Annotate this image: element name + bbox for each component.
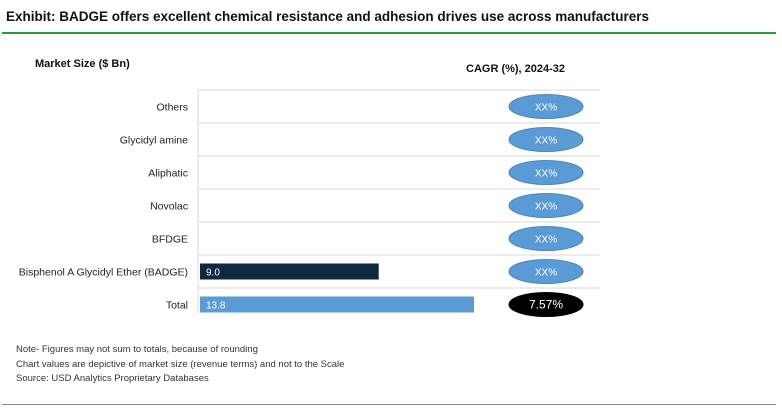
cagr-value-glycidyl-amine: XX%	[535, 136, 557, 147]
cagr-value-novolac: XX%	[535, 202, 557, 213]
category-label-bfdge: BFDGE	[152, 234, 188, 246]
note-source: Source: USD Analytics Proprietary Databa…	[16, 373, 209, 384]
category-label-others: Others	[156, 102, 188, 114]
note-rounding: Note- Figures may not sum to totals, bec…	[16, 344, 258, 355]
cagr-value-bfdge: XX%	[535, 235, 557, 246]
cagr-value-bisphenol-a-glycidyl-ether-badge: XX%	[535, 268, 557, 279]
cagr-pill-aliphatic	[508, 160, 584, 185]
category-label-bisphenol-a-glycidyl-ether-badge: Bisphenol A Glycidyl Ether (BADGE)	[19, 267, 188, 279]
cagr-pill-others	[508, 94, 584, 119]
bottom-rule	[2, 404, 776, 405]
note-scale: Chart values are depictive of market siz…	[16, 358, 345, 370]
market-size-header: Market Size ($ Bn)	[35, 58, 130, 70]
bar-value-total: 13.8	[206, 301, 226, 312]
cagr-pill-bisphenol-a-glycidyl-ether-badge	[508, 259, 584, 284]
chart-title: Exhibit: BADGE offers excellent chemical…	[6, 9, 649, 24]
category-label-novolac: Novolac	[150, 201, 188, 213]
cagr-pill-novolac	[508, 193, 584, 218]
cagr-header: CAGR (%), 2024-32	[466, 63, 566, 75]
bar-total	[200, 296, 474, 313]
cagr-pill-glycidyl-amine	[508, 127, 584, 152]
cagr-value-others: XX%	[535, 103, 557, 114]
category-label-aliphatic: Aliphatic	[148, 168, 188, 180]
cagr-pill-bfdge	[508, 226, 584, 251]
bar-value-bisphenol-a-glycidyl-ether-badge: 9.0	[206, 268, 220, 279]
category-label-glycidyl-amine: Glycidyl amine	[120, 135, 188, 147]
cagr-pill-total	[508, 292, 584, 317]
cagr-value-aliphatic: XX%	[535, 169, 557, 180]
bar-bisphenol-a-glycidyl-ether-badge	[200, 263, 379, 280]
footnotes: Note- Figures may not sum to totals, bec…	[16, 343, 344, 387]
category-label-total: Total	[166, 300, 188, 312]
title-underline	[2, 32, 776, 34]
cagr-value-total: 7.57%	[529, 298, 563, 312]
